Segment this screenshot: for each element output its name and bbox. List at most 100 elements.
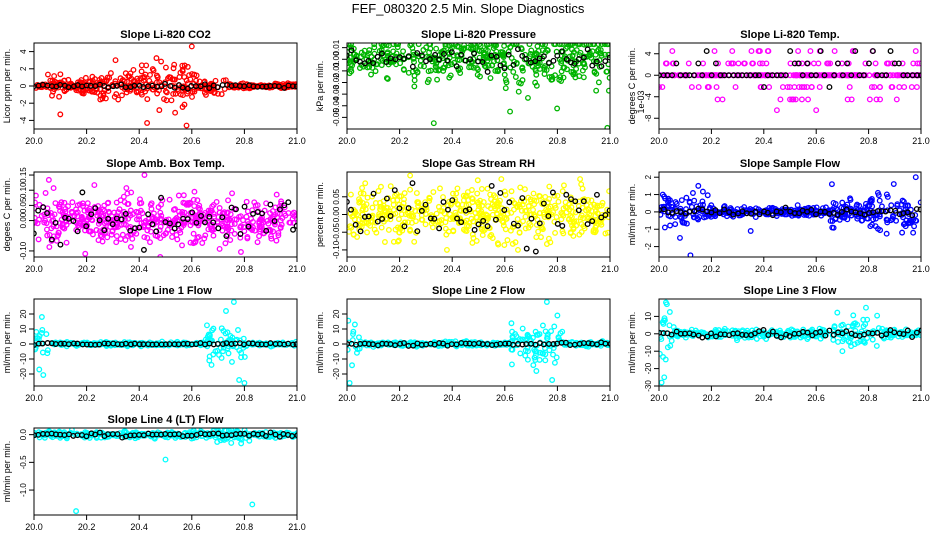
data-points bbox=[34, 172, 297, 257]
data-point bbox=[130, 66, 137, 73]
data-point bbox=[594, 202, 601, 209]
overlay-point bbox=[488, 182, 495, 189]
data-point bbox=[748, 48, 755, 55]
data-point bbox=[866, 72, 873, 79]
overlay-point bbox=[92, 431, 99, 438]
data-point bbox=[759, 332, 766, 339]
data-point bbox=[568, 43, 574, 48]
x-tick-label: 20.6 bbox=[496, 264, 514, 274]
data-point bbox=[190, 230, 197, 237]
data-point bbox=[476, 203, 482, 210]
overlay-point bbox=[887, 207, 894, 214]
data-point bbox=[470, 235, 477, 241]
data-point bbox=[43, 226, 50, 233]
data-point bbox=[514, 203, 520, 209]
data-point bbox=[140, 74, 146, 81]
data-point bbox=[477, 197, 484, 204]
data-point bbox=[210, 325, 217, 332]
data-point bbox=[60, 211, 67, 218]
data-point bbox=[479, 202, 486, 209]
data-point bbox=[460, 226, 467, 233]
data-point bbox=[200, 218, 207, 225]
data-point bbox=[667, 197, 673, 204]
data-point bbox=[166, 196, 173, 203]
data-point bbox=[127, 243, 134, 250]
chart-box_temp: Slope Amb. Box Temp.degees C per min.20.… bbox=[2, 158, 306, 274]
overlay-point bbox=[843, 206, 850, 213]
data-point bbox=[551, 359, 558, 366]
data-point bbox=[508, 320, 515, 327]
data-point bbox=[275, 232, 282, 239]
data-point bbox=[896, 72, 903, 79]
data-point bbox=[257, 216, 264, 223]
overlay-point bbox=[290, 83, 296, 90]
data-point bbox=[800, 326, 807, 333]
data-point bbox=[429, 224, 436, 231]
data-point bbox=[874, 312, 881, 319]
data-point bbox=[360, 190, 367, 197]
overlay-point bbox=[892, 207, 899, 214]
data-point bbox=[93, 227, 100, 233]
y-tick-label: -0.02 bbox=[332, 73, 341, 92]
overlay-point bbox=[739, 331, 746, 338]
data-point bbox=[220, 210, 227, 217]
data-point bbox=[660, 354, 667, 360]
overlay-point bbox=[563, 191, 570, 198]
data-point bbox=[582, 207, 589, 214]
overlay-point bbox=[219, 82, 226, 88]
overlay-point bbox=[361, 213, 368, 220]
data-point bbox=[222, 240, 229, 247]
data-point bbox=[839, 348, 846, 355]
overlay-point bbox=[883, 72, 890, 79]
data-point bbox=[107, 431, 114, 437]
overlay-point bbox=[826, 327, 833, 334]
data-point bbox=[544, 335, 550, 342]
x-tick-label: 21.0 bbox=[288, 522, 306, 532]
data-point bbox=[883, 216, 890, 223]
data-point bbox=[464, 189, 471, 195]
overlay-point bbox=[668, 331, 675, 338]
data-point bbox=[540, 350, 546, 357]
data-point bbox=[172, 109, 179, 116]
overlay-point bbox=[158, 194, 165, 201]
data-point bbox=[792, 96, 799, 103]
y-tick-label: 0.00 bbox=[332, 51, 341, 67]
data-point bbox=[873, 343, 880, 349]
y-tick-label: -0.01 bbox=[332, 61, 341, 80]
overlay-point bbox=[550, 57, 557, 64]
data-point bbox=[689, 190, 696, 196]
overlay-point bbox=[559, 48, 565, 55]
data-point bbox=[805, 96, 811, 103]
y-tick-label: -2 bbox=[19, 99, 28, 107]
data-point bbox=[435, 221, 442, 228]
data-point bbox=[225, 197, 232, 204]
y-tick-label: 0.15 bbox=[19, 167, 28, 183]
data-points bbox=[347, 172, 610, 255]
overlay-point bbox=[405, 53, 412, 60]
overlay-point bbox=[769, 328, 776, 335]
data-point bbox=[876, 84, 883, 91]
data-point bbox=[34, 199, 38, 206]
data-point bbox=[779, 84, 786, 91]
data-point bbox=[202, 232, 209, 239]
data-point bbox=[181, 74, 188, 81]
data-point bbox=[258, 223, 265, 230]
data-point bbox=[815, 60, 822, 67]
x-tick-label: 20.2 bbox=[703, 264, 721, 274]
data-point bbox=[516, 79, 522, 86]
overlay-point bbox=[660, 206, 667, 213]
data-point bbox=[100, 90, 107, 97]
overlay-point bbox=[179, 84, 186, 91]
x-tick-label: 20.8 bbox=[236, 136, 254, 146]
data-point bbox=[667, 342, 674, 349]
data-point bbox=[669, 60, 676, 67]
data-point bbox=[385, 226, 392, 233]
overlay-point bbox=[848, 72, 855, 79]
data-point bbox=[275, 229, 282, 236]
data-point bbox=[181, 101, 188, 108]
data-point bbox=[898, 201, 905, 208]
overlay-point bbox=[562, 339, 569, 346]
data-point bbox=[595, 46, 602, 53]
data-point bbox=[528, 47, 535, 54]
data-point bbox=[836, 216, 843, 223]
